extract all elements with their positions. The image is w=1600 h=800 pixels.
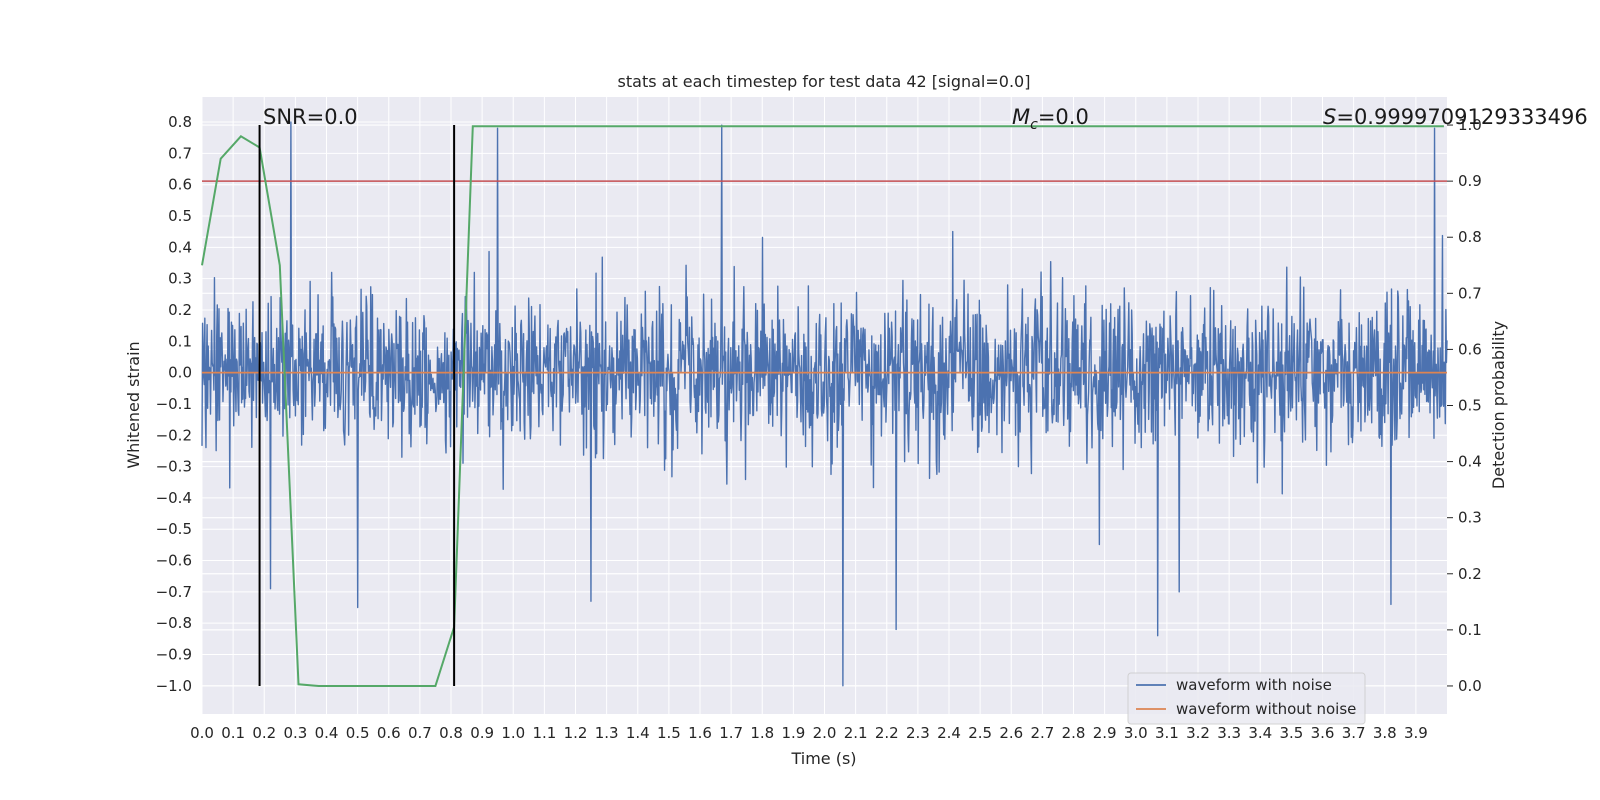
series-waveform-with-noise	[201, 121, 1448, 687]
y2-tick-labels: 1.0 0.9 0.8 0.7 0.6 0.5 0.4 0.3 0.2 0.1 0.0	[1447, 116, 1482, 695]
y2-tick-label: 0.1	[1458, 621, 1482, 639]
x-tick-label: 2.0	[813, 724, 837, 742]
chart-title: stats at each timestep for test data 42 …	[618, 72, 1031, 91]
mc-value: =0.0	[1038, 105, 1089, 129]
y-tick-label: −1.0	[156, 677, 192, 695]
x-tick-label: 2.3	[906, 724, 930, 742]
y-tick-label: 0.0	[168, 364, 192, 382]
y-tick-label: −0.2	[156, 426, 192, 444]
x-tick-label: 1.8	[750, 724, 774, 742]
x-tick-label: 0.9	[470, 724, 494, 742]
x-tick-label: 3.8	[1373, 724, 1397, 742]
x-tick-label: 3.7	[1342, 724, 1366, 742]
legend-box	[1127, 672, 1366, 725]
legend-label-clean: waveform without noise	[1176, 700, 1356, 718]
x-tick-label: 0.7	[408, 724, 432, 742]
y2-tick-label: 0.6	[1458, 340, 1482, 358]
x-tick-label: 0.6	[377, 724, 401, 742]
x-tick-label: 1.0	[501, 724, 525, 742]
y-tick-label: −0.8	[156, 614, 192, 632]
x-tick-label: 2.8	[1062, 724, 1086, 742]
legend-label-noise: waveform with noise	[1176, 676, 1332, 694]
mc-subscript: c	[1030, 117, 1038, 133]
series-layer	[201, 121, 1448, 687]
x-tick-labels: 0.0 0.1 0.2 0.3 0.4 0.5 0.6 0.7 0.8 0.9 1.0 1.1 1.2 1…	[190, 724, 1428, 742]
x-tick-label: 2.7	[1030, 724, 1054, 742]
y2-axis-label: Detection probability	[1489, 321, 1508, 489]
x-tick-label: 3.5	[1279, 724, 1303, 742]
x-tick-label: 0.0	[190, 724, 214, 742]
mc-annotation: Mc=0.0	[1012, 105, 1089, 133]
y-tick-label: −0.6	[156, 552, 192, 570]
x-tick-label: 3.3	[1217, 724, 1241, 742]
x-tick-label: 0.2	[252, 724, 276, 742]
x-tick-label: 0.1	[221, 724, 245, 742]
y-tick-label: 0.6	[168, 176, 192, 194]
y2-tick-label: 0.9	[1458, 172, 1482, 190]
x-axis-label: Time (s)	[790, 749, 856, 768]
x-tick-label: 2.9	[1093, 724, 1117, 742]
y-tick-label: 0.1	[168, 332, 192, 350]
y-tick-label: 0.5	[168, 207, 192, 225]
x-tick-label: 1.4	[626, 724, 650, 742]
x-tick-label: 2.2	[875, 724, 899, 742]
y2-tick-label: 0.7	[1458, 284, 1482, 302]
series-detection-probability	[201, 125, 1444, 687]
y-tick-label: −0.4	[156, 489, 192, 507]
mc-symbol: M	[1012, 105, 1030, 129]
x-tick-label: 3.6	[1311, 724, 1335, 742]
y-tick-label: −0.3	[156, 458, 192, 476]
x-tick-label: 0.3	[283, 724, 307, 742]
y-tick-label: 0.3	[168, 270, 192, 288]
y2-tick-label: 0.3	[1458, 509, 1482, 527]
y-tick-label: 0.8	[168, 113, 192, 131]
s-annotation: S=0.9999709129333496	[1323, 105, 1588, 129]
x-tick-label: 2.6	[999, 724, 1023, 742]
y2-tick-label: 0.2	[1458, 565, 1482, 583]
y-tick-label: 0.2	[168, 301, 192, 319]
y2-tick-label: 0.5	[1458, 397, 1482, 415]
x-tick-label: 2.4	[937, 724, 961, 742]
y-tick-label: −0.9	[156, 645, 192, 663]
x-tick-label: 0.8	[439, 724, 463, 742]
snr-annotation: SNR=0.0	[263, 105, 358, 129]
x-tick-label: 1.9	[781, 724, 805, 742]
x-tick-label: 1.3	[595, 724, 619, 742]
x-tick-label: 0.4	[315, 724, 339, 742]
x-tick-label: 3.4	[1248, 724, 1272, 742]
y-tick-labels: 0.8 0.7 0.6 0.5 0.4 0.3 0.2 0.1 0.0 −0.1 −0.2 −0.3 −…	[156, 113, 192, 695]
x-tick-label: 3.9	[1404, 724, 1428, 742]
legend: waveform with noise waveform without noi…	[1127, 672, 1366, 725]
y2-tick-label: 0.4	[1458, 453, 1482, 471]
grid	[201, 97, 1447, 714]
s-value: =0.9999709129333496	[1336, 105, 1587, 129]
y-tick-label: 0.7	[168, 144, 192, 162]
x-tick-label: 2.1	[844, 724, 868, 742]
x-tick-label: 1.5	[657, 724, 681, 742]
y-tick-label: −0.5	[156, 520, 192, 538]
y-tick-label: −0.7	[156, 583, 192, 601]
y-tick-label: 0.4	[168, 238, 192, 256]
y2-tick-label: 1.0	[1458, 116, 1482, 134]
y2-tick-label: 0.8	[1458, 228, 1482, 246]
x-tick-label: 3.2	[1186, 724, 1210, 742]
y2-tick-label: 0.0	[1458, 677, 1482, 695]
s-symbol: S	[1323, 105, 1336, 129]
y-axis-label: Whitened strain	[124, 341, 143, 468]
x-tick-label: 1.6	[688, 724, 712, 742]
x-tick-label: 2.5	[968, 724, 992, 742]
x-tick-label: 1.7	[719, 724, 743, 742]
x-tick-label: 0.5	[346, 724, 370, 742]
x-tick-label: 1.1	[532, 724, 556, 742]
y-tick-label: −0.1	[156, 395, 192, 413]
x-tick-label: 3.1	[1155, 724, 1179, 742]
x-tick-label: 3.0	[1124, 724, 1148, 742]
x-tick-label: 1.2	[564, 724, 588, 742]
